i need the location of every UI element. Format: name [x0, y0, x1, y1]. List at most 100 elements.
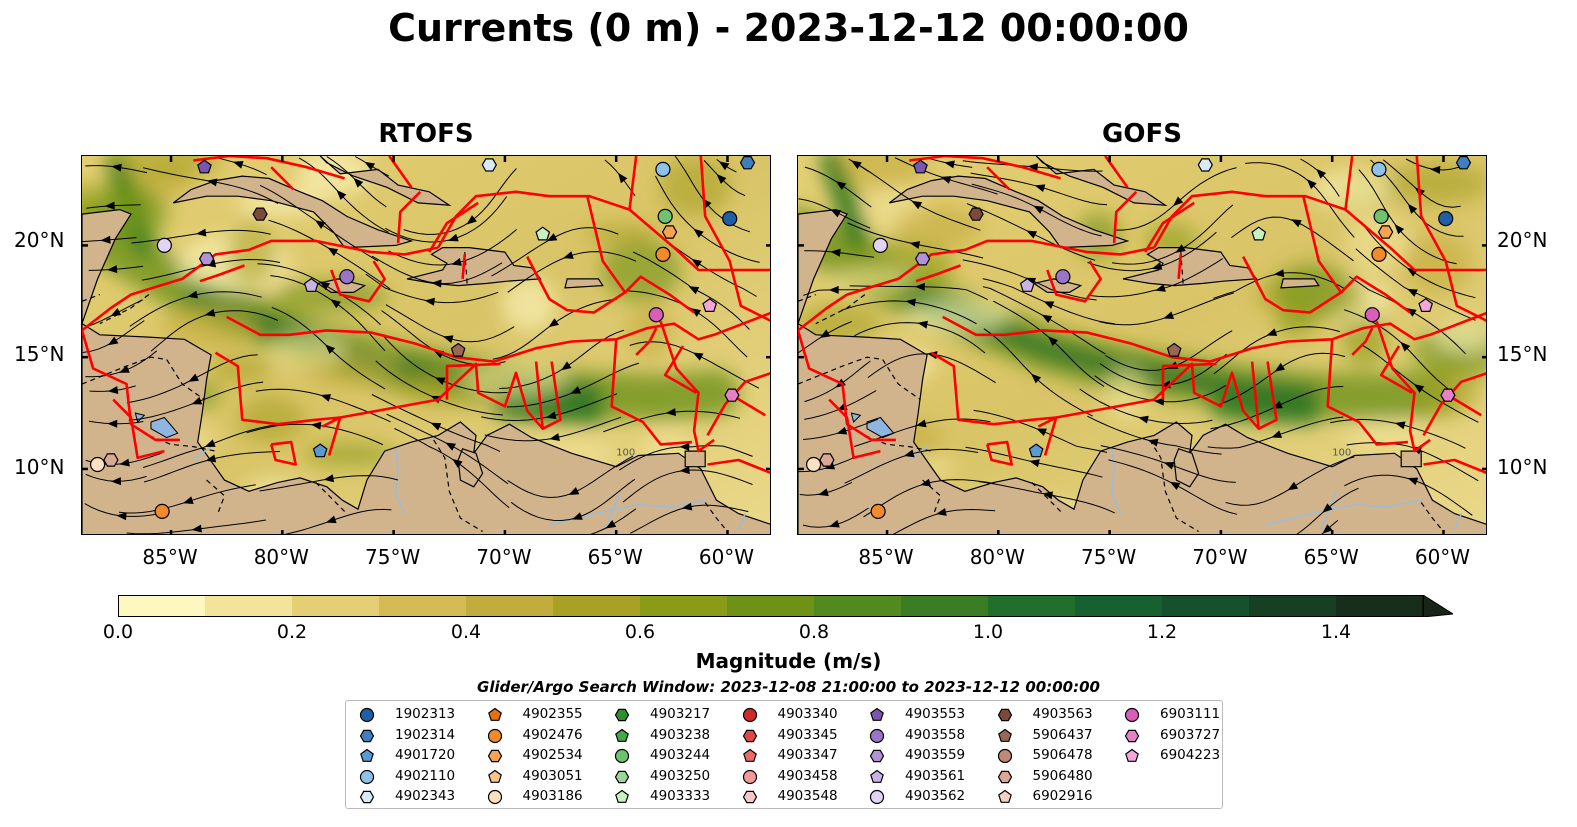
legend-label: 4903186 — [522, 788, 583, 805]
streamline-arrow — [851, 160, 862, 170]
streamline-arrow — [568, 487, 580, 495]
float-marker-4903186 — [89, 456, 106, 473]
streamline-arrow — [828, 285, 839, 294]
map-panel-gofs[interactable]: 100 — [797, 155, 1487, 535]
legend-label: 5906478 — [1032, 747, 1093, 764]
legend-label: 4903244 — [650, 747, 711, 764]
streamline-arrow — [915, 419, 927, 428]
legend-label: 1902313 — [395, 706, 456, 722]
legend-label: 6902916 — [1032, 788, 1093, 805]
legend-marker-4903553 — [870, 707, 884, 721]
streamline-arrow — [1153, 397, 1165, 406]
streamline-arrow — [940, 176, 952, 184]
streamline-arrow — [1029, 459, 1040, 468]
legend-label: 4903562 — [905, 788, 966, 805]
float-marker-4903562 — [156, 237, 172, 254]
streamline-arrow — [829, 519, 840, 528]
river — [394, 448, 406, 514]
eez-boundary-line — [436, 190, 770, 272]
axis-ticks — [82, 156, 770, 534]
streamline-arrow — [1151, 262, 1163, 270]
streamline-arrow — [100, 235, 111, 244]
eez-boundary-line — [707, 458, 770, 474]
eez-boundary-line — [699, 156, 770, 322]
streamline-arrow — [104, 201, 115, 210]
streamline-arrow — [665, 408, 677, 417]
legend-marker-4903559 — [869, 749, 885, 763]
streamline-arrow — [191, 524, 202, 533]
streamline-arrow — [545, 411, 557, 420]
streamline-arrow — [927, 351, 938, 360]
legend-label: 4902534 — [522, 747, 583, 764]
legend-marker-1902314 — [359, 729, 375, 742]
land-yucatan — [82, 208, 132, 324]
streamline-arrow — [434, 377, 446, 386]
streamline-arrow — [1287, 481, 1299, 491]
country-border — [1031, 481, 1062, 512]
colorbar-tick: 0.6 — [624, 621, 656, 643]
streamline-arrow — [903, 449, 915, 458]
legend-label: 4903217 — [650, 706, 711, 722]
streamline-arrow — [688, 286, 700, 295]
float-marker-4903553 — [197, 159, 212, 174]
streamline-arrow — [548, 318, 559, 328]
panel-title-gofs: GOFS — [1102, 119, 1182, 149]
legend-label: 4902355 — [522, 706, 583, 722]
legend-marker-4902355 — [487, 707, 502, 721]
streamline-arrow — [1155, 284, 1166, 292]
map-panel-rtofs[interactable]: 100 — [81, 155, 771, 535]
streamline-arrow — [1026, 230, 1038, 239]
float-marker-4903244 — [657, 208, 673, 224]
colorbar-label: Magnitude (m/s) — [695, 649, 882, 673]
float-markers — [89, 156, 756, 520]
streamline-arrow — [327, 247, 339, 257]
streamline-arrow — [330, 299, 341, 309]
eez-boundary-line — [1379, 345, 1413, 395]
float-marker-5906480 — [103, 453, 119, 467]
streamline-arrow — [205, 454, 217, 463]
land-hispaniola — [1122, 246, 1258, 287]
streamline-arrow — [319, 281, 331, 291]
streamline-arrow — [206, 178, 218, 187]
legend-marker-6902916 — [997, 790, 1012, 804]
eez-boundary-line — [1177, 254, 1183, 280]
streamline-arrow — [1175, 244, 1186, 253]
legend-label: 4903250 — [650, 767, 711, 784]
streamline-arrow — [1041, 314, 1053, 324]
river — [908, 445, 928, 461]
eez-boundary-line — [321, 416, 342, 456]
eez-boundary-line — [199, 264, 245, 283]
float-marker-4902110 — [1371, 161, 1387, 178]
colorbar-segment — [1336, 595, 1424, 617]
streamline-arrow — [572, 512, 583, 520]
streamline-arrow — [107, 419, 118, 428]
eez-boundary-line — [461, 254, 467, 280]
float-marker-4902476 — [655, 246, 671, 262]
land-maracaibo — [1173, 448, 1200, 488]
land-central — [82, 322, 770, 534]
eez-boundary-line — [930, 351, 1261, 431]
streamline-arrow — [1271, 430, 1283, 438]
country-border — [99, 294, 150, 325]
eez-boundary-line — [663, 345, 697, 395]
legend-label: 4903458 — [777, 767, 838, 784]
streamline-arrow — [836, 426, 848, 435]
colorbar-segment — [553, 595, 641, 617]
legend-marker-5906437 — [997, 728, 1012, 742]
country-border — [82, 356, 205, 401]
country-border — [82, 294, 101, 302]
legend-marker-4903548 — [742, 791, 757, 804]
figure-title: Currents (0 m) - 2023-12-12 00:00:00 — [388, 6, 1189, 50]
legend-label: 4901720 — [395, 747, 456, 764]
streamline-arrow — [107, 336, 119, 346]
streamline-arrow — [1407, 288, 1418, 297]
land-trinidad — [1400, 450, 1422, 468]
float-marker-4902476 — [154, 503, 170, 520]
streamline-arrow — [188, 373, 199, 382]
streamline-arrow — [679, 466, 690, 475]
country-border — [798, 356, 921, 401]
legend-label: 4903553 — [905, 706, 966, 722]
legend-label: 4902110 — [395, 767, 456, 784]
streamline-arrow — [116, 512, 127, 521]
streamline-arrow — [320, 394, 332, 402]
